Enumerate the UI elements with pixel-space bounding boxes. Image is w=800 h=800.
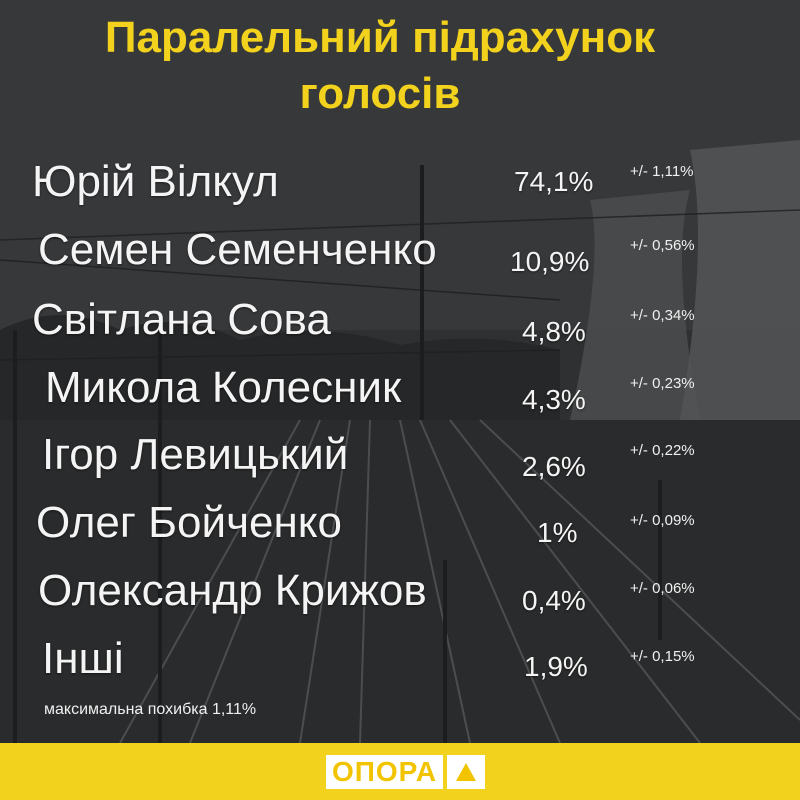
result-row: Світлана Сова 4,8% +/- 0,34%: [0, 295, 800, 365]
margin-of-error: +/- 0,09%: [630, 512, 695, 529]
candidate-name: Ігор Левицький: [42, 430, 349, 479]
vote-percent: 0,4%: [522, 585, 586, 616]
vote-percent: 10,9%: [510, 246, 590, 277]
title-line-1: Паралельний підрахунок: [104, 13, 656, 62]
result-row: Ігор Левицький 2,6% +/- 0,22%: [0, 430, 800, 500]
margin-of-error: +/- 0,34%: [630, 307, 695, 324]
footnote: максимальна похибка 1,11%: [44, 701, 257, 718]
title-line-2: голосів: [299, 69, 461, 118]
result-row: Юрій Вілкул 74,1% +/- 1,11%: [0, 155, 800, 225]
margin-of-error: +/- 0,15%: [630, 648, 695, 665]
candidate-name: Юрій Вілкул: [32, 157, 279, 206]
triangle-icon: [447, 755, 486, 789]
vote-percent: 1,9%: [524, 651, 588, 682]
candidate-name: Микола Колесник: [45, 363, 402, 412]
result-row: Семен Семенченко 10,9% +/- 0,56%: [0, 225, 800, 295]
candidate-name: Олександр Крижов: [38, 566, 427, 615]
opora-logo: ОПОРА: [326, 755, 486, 789]
result-row: Микола Колесник 4,3% +/- 0,23%: [0, 363, 800, 433]
result-row: Олег Бойченко 1% +/- 0,09%: [0, 498, 800, 568]
vote-percent: 4,8%: [522, 316, 586, 347]
result-row: Олександр Крижов 0,4% +/- 0,06%: [0, 566, 800, 636]
result-row: Інші 1,9% +/- 0,15%: [0, 634, 800, 704]
margin-of-error: +/- 1,11%: [630, 163, 694, 180]
vote-percent: 1%: [537, 517, 578, 548]
margin-of-error: +/- 0,56%: [630, 237, 695, 254]
candidate-name: Олег Бойченко: [36, 498, 342, 547]
vote-percent: 4,3%: [522, 384, 586, 415]
margin-of-error: +/- 0,22%: [630, 442, 695, 459]
candidate-name: Світлана Сова: [32, 295, 331, 344]
candidate-name: Семен Семенченко: [38, 225, 437, 274]
page-title: Паралельний підрахунок голосів: [0, 10, 760, 122]
candidate-name: Інші: [42, 634, 124, 683]
logo-text: ОПОРА: [326, 755, 444, 789]
margin-of-error: +/- 0,23%: [630, 375, 695, 392]
margin-of-error: +/- 0,06%: [630, 580, 695, 597]
footer-bar: ОПОРА: [0, 743, 800, 800]
vote-percent: 74,1%: [514, 166, 594, 197]
vote-percent: 2,6%: [522, 451, 586, 482]
